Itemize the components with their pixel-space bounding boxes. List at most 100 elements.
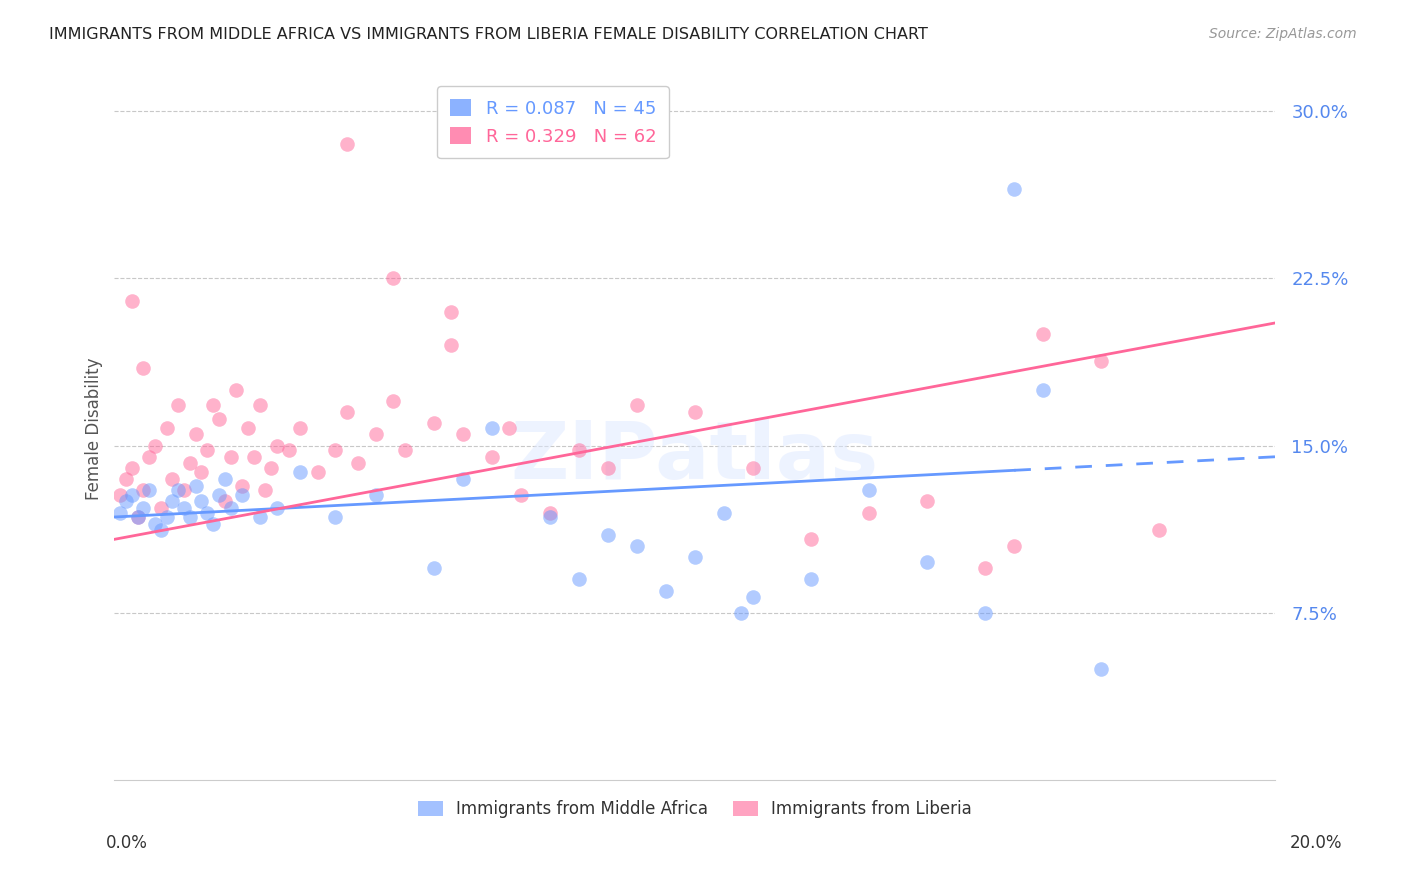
Point — [974, 561, 997, 575]
Point — [596, 461, 619, 475]
Point — [364, 488, 387, 502]
Point — [121, 293, 143, 308]
Point — [323, 510, 346, 524]
Point — [336, 405, 359, 419]
Point — [538, 506, 561, 520]
Point — [162, 494, 184, 508]
Point — [1002, 539, 1025, 553]
Point — [422, 417, 444, 431]
Point — [214, 472, 236, 486]
Point — [190, 494, 212, 508]
Point — [110, 488, 132, 502]
Point — [742, 591, 765, 605]
Point — [713, 506, 735, 520]
Point — [277, 443, 299, 458]
Point — [208, 488, 231, 502]
Point — [858, 483, 880, 498]
Point — [382, 394, 405, 409]
Point — [236, 421, 259, 435]
Point — [132, 501, 155, 516]
Point — [596, 528, 619, 542]
Point — [214, 494, 236, 508]
Text: 0.0%: 0.0% — [105, 834, 148, 852]
Point — [481, 450, 503, 464]
Point — [683, 405, 706, 419]
Point — [173, 483, 195, 498]
Point — [655, 583, 678, 598]
Point — [115, 494, 138, 508]
Point — [347, 457, 370, 471]
Point — [336, 137, 359, 152]
Point — [323, 443, 346, 458]
Point — [249, 510, 271, 524]
Point — [121, 488, 143, 502]
Point — [260, 461, 283, 475]
Point — [184, 427, 207, 442]
Point — [626, 539, 648, 553]
Point — [382, 271, 405, 285]
Point — [219, 450, 242, 464]
Point — [440, 338, 463, 352]
Point — [208, 412, 231, 426]
Point — [1090, 354, 1112, 368]
Legend: Immigrants from Middle Africa, Immigrants from Liberia: Immigrants from Middle Africa, Immigrant… — [411, 793, 979, 825]
Text: 20.0%: 20.0% — [1291, 834, 1343, 852]
Point — [132, 483, 155, 498]
Point — [440, 304, 463, 318]
Point — [288, 421, 311, 435]
Point — [167, 399, 190, 413]
Point — [307, 466, 329, 480]
Point — [422, 561, 444, 575]
Point — [626, 399, 648, 413]
Point — [121, 461, 143, 475]
Point — [568, 443, 591, 458]
Point — [179, 510, 201, 524]
Point — [231, 488, 253, 502]
Point — [915, 494, 938, 508]
Point — [231, 479, 253, 493]
Point — [156, 421, 179, 435]
Point — [156, 510, 179, 524]
Point — [498, 421, 520, 435]
Point — [249, 399, 271, 413]
Point — [115, 472, 138, 486]
Point — [138, 450, 160, 464]
Point — [127, 510, 149, 524]
Point — [143, 439, 166, 453]
Point — [173, 501, 195, 516]
Point — [742, 461, 765, 475]
Point — [202, 516, 225, 531]
Point — [266, 501, 288, 516]
Point — [184, 479, 207, 493]
Point — [288, 466, 311, 480]
Point — [364, 427, 387, 442]
Y-axis label: Female Disability: Female Disability — [86, 358, 103, 500]
Point — [225, 383, 247, 397]
Point — [1002, 182, 1025, 196]
Point — [266, 439, 288, 453]
Point — [242, 450, 264, 464]
Point — [1032, 326, 1054, 341]
Point — [179, 457, 201, 471]
Point — [800, 573, 823, 587]
Point — [858, 506, 880, 520]
Point — [127, 510, 149, 524]
Point — [195, 506, 218, 520]
Point — [110, 506, 132, 520]
Point — [451, 472, 474, 486]
Point — [190, 466, 212, 480]
Text: ZIPatlas: ZIPatlas — [510, 418, 879, 496]
Point — [254, 483, 277, 498]
Point — [509, 488, 531, 502]
Point — [1032, 383, 1054, 397]
Text: IMMIGRANTS FROM MIDDLE AFRICA VS IMMIGRANTS FROM LIBERIA FEMALE DISABILITY CORRE: IMMIGRANTS FROM MIDDLE AFRICA VS IMMIGRA… — [49, 27, 928, 42]
Point — [451, 427, 474, 442]
Point — [730, 606, 752, 620]
Point — [1149, 524, 1171, 538]
Point — [800, 533, 823, 547]
Point — [202, 399, 225, 413]
Point — [162, 472, 184, 486]
Point — [1090, 662, 1112, 676]
Point — [132, 360, 155, 375]
Text: Source: ZipAtlas.com: Source: ZipAtlas.com — [1209, 27, 1357, 41]
